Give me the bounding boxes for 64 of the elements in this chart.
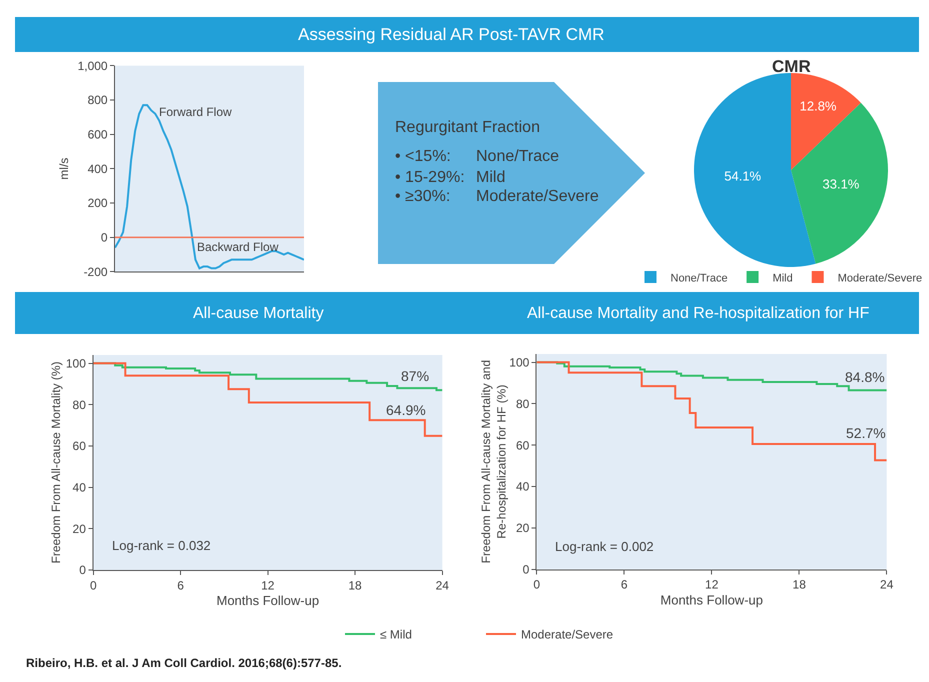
chart-title: All-cause Mortality [193, 305, 324, 322]
text: Regurgitant Fraction [395, 119, 540, 136]
x-tick-label: 6 [177, 578, 184, 592]
text: Moderate/Severe [476, 188, 599, 205]
y-tick-label: 60 [516, 438, 530, 452]
y-tick-label: 800 [88, 93, 108, 108]
y-axis-title: Freedom From All-cause Mortality and Re-hospitalization for HF (%) [478, 360, 509, 564]
annotation: Backward Flow [197, 240, 279, 254]
text: • ≥30%: [395, 188, 450, 205]
annotation: Log-rank = 0.002 [555, 539, 654, 554]
y-tick-label: 0 [79, 563, 86, 578]
legend-label: ≤ Mild [380, 628, 412, 642]
y-tick-label: 200 [88, 196, 108, 210]
annotation: Forward Flow [159, 105, 232, 119]
x-tick-label: 12 [261, 578, 275, 592]
x-tick-label: 24 [880, 578, 894, 592]
y-tick-label: -200 [84, 264, 108, 279]
data-label: 12.8% [800, 98, 837, 114]
text: Mild [476, 169, 506, 186]
x-tick-label: 12 [705, 578, 719, 592]
line-series [115, 104, 304, 270]
chart-title: All-cause Mortality and Re-hospitalization for HF [527, 305, 870, 322]
y-tick-label: 20 [72, 522, 86, 536]
pie-slice [791, 102, 888, 264]
y-tick-label: 40 [72, 480, 86, 495]
y-tick-label: 40 [516, 480, 530, 494]
y-tick-label: 0 [522, 562, 530, 576]
y-tick-label: 60 [72, 439, 86, 454]
x-tick-label: 18 [792, 578, 806, 592]
legend-label: Moderate/Severe [838, 272, 922, 284]
y-tick-label: 80 [516, 396, 530, 411]
y-tick-label: 0 [100, 230, 108, 245]
text: • 15-29%: [395, 169, 465, 186]
legend-label: None/Trace [670, 272, 728, 284]
y-axis-title: ml/s [56, 158, 71, 180]
data-label: 54.1% [724, 168, 762, 184]
text: • <15%: [395, 148, 451, 165]
x-tick-label: 6 [620, 578, 628, 592]
annotation: Log-rank = 0.032 [112, 538, 211, 553]
x-axis-title: Months Follow-up [216, 593, 320, 608]
x-tick-label: 18 [348, 578, 362, 592]
y-tick-label: 100 [66, 356, 86, 370]
text: Assessing Residual AR Post-TAVR CMR [298, 25, 604, 44]
x-tick-label: 24 [436, 578, 450, 592]
x-axis-title: Months Follow-up [660, 592, 764, 608]
y-tick-label: 400 [88, 162, 108, 176]
annotation: 87% [401, 368, 430, 384]
y-tick-label: 600 [88, 128, 108, 142]
annotation: 52.7% [846, 425, 886, 441]
text: None/Trace [476, 148, 560, 165]
y-tick-label: 20 [516, 521, 530, 536]
legend-label: Mild [772, 272, 793, 284]
y-tick-label: 80 [72, 398, 86, 412]
pie-slice [791, 73, 861, 170]
annotation: 84.8% [845, 369, 885, 385]
data-label: 33.1% [822, 176, 860, 192]
x-tick-label: 0 [533, 578, 540, 592]
text: Ribeiro, H.B. et al. J Am Coll Cardiol. 2016;68(6):577-85. [26, 656, 342, 670]
legend-label: Moderate/Severe [521, 628, 614, 642]
y-axis-title: Freedom From All-cause Mortality (%) [49, 361, 64, 564]
y-tick-label: 1,000 [78, 58, 108, 73]
chart-title: CMR [772, 57, 811, 76]
y-tick-label: 100 [509, 355, 530, 370]
annotation: 64.9% [386, 402, 426, 418]
